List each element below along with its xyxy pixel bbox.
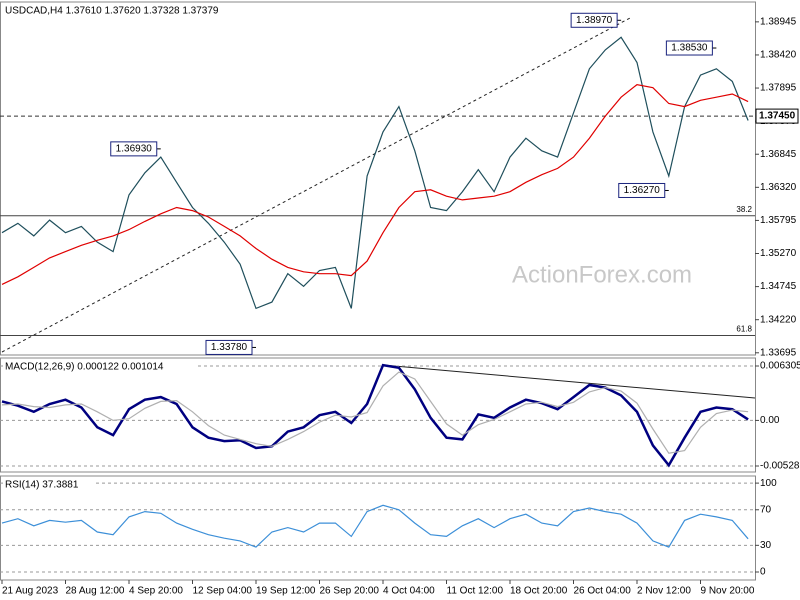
x-tick-label: 11 Oct 12:00 [447,586,504,597]
price-box [755,108,799,124]
y-tick-label: 30 [760,540,772,551]
level-label: 38.2 [736,205,752,214]
x-tick-label: 26 Oct 04:00 [574,586,632,597]
y-tick-label: 1.34745 [760,281,797,292]
y-tick-label: 1.34220 [760,314,797,325]
y-tick-label: 1.36845 [760,149,797,160]
y-tick-label: 1.38945 [760,16,797,27]
x-tick-label: 26 Sep 20:00 [320,586,380,597]
annotation-box [570,12,618,28]
price-label: 1.37450 [759,111,796,122]
series-line [1,371,749,454]
annotation-label: 1.38970 [576,15,613,26]
panel-frame [0,1,756,356]
panel-frame [0,357,756,473]
y-tick-label: 1.33695 [760,347,797,358]
macd-trend-line [382,364,756,399]
annotation-box [665,40,713,56]
watermark: ActionForex.com [512,261,692,288]
annotation-label: 1.33780 [211,342,248,353]
panel-title: RSI(14) 37.3881 [5,480,79,491]
x-tick-label: 9 Nov 20:00 [701,586,755,597]
panel-title: MACD(12,26,9) 0.000122 0.001014 [5,362,164,373]
series-line [1,83,749,285]
y-tick-label: 70 [760,504,772,515]
y-tick-label: 0.00 [760,415,780,426]
y-tick-label: 1.35270 [760,248,797,259]
x-tick-label: 4 Sep 20:00 [129,586,183,597]
x-tick-label: 19 Sep 12:00 [256,586,316,597]
panel-frame [0,475,756,581]
title-bg [3,4,264,16]
trend-line [1,17,631,353]
y-tick-label: 100 [760,478,777,489]
series-line [1,36,749,310]
annotation-box [618,182,666,198]
y-tick-label: -0.005283 [760,461,800,472]
x-tick-label: 21 Aug 2023 [2,586,59,597]
level-label: 61.8 [736,325,752,334]
y-tick-label: 0.006305 [760,361,800,372]
y-tick-label: 1.36320 [760,182,797,193]
y-tick-label: 1.35795 [760,215,797,226]
x-tick-label: 4 Oct 04:00 [383,586,435,597]
annotation-label: 1.36270 [624,185,661,196]
y-tick-label: 0 [760,567,766,578]
panel-title: USDCAD,H4 1.37610 1.37620 1.37328 1.3737… [5,6,219,17]
title-bg [3,360,196,372]
y-tick-label: 1.37895 [760,83,797,94]
x-tick-label: 2 Nov 12:00 [637,586,691,597]
series-line [1,504,749,548]
x-tick-label: 18 Oct 20:00 [510,586,568,597]
title-bg [3,478,96,490]
annotation-label: 1.36930 [116,144,153,155]
series-line [1,363,749,468]
annotation-box [205,339,253,355]
annotation-box [110,141,158,157]
annotation-label: 1.38530 [671,43,708,54]
x-tick-label: 28 Aug 12:00 [66,586,125,597]
x-tick-label: 12 Sep 04:00 [193,586,253,597]
y-tick-label: 1.38420 [760,50,797,61]
